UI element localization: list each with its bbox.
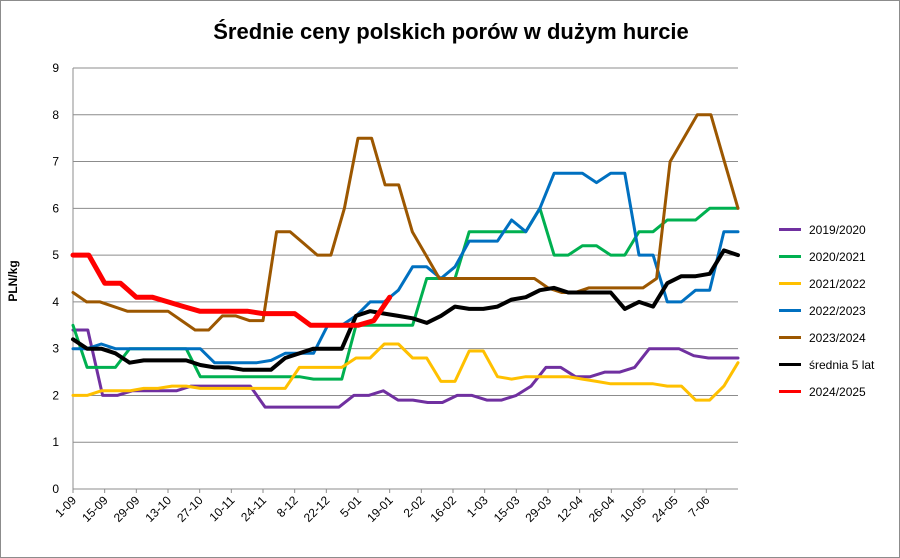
legend-label: 2022/2023: [809, 303, 866, 318]
x-tick-label: 27-10: [174, 493, 206, 525]
x-tick-label: 22-12: [301, 493, 333, 525]
x-tick-label: 15-03: [491, 493, 523, 525]
y-tick-label: 6: [52, 201, 59, 215]
y-tick-label: 2: [52, 388, 59, 402]
legend-item: 2020/2021: [779, 243, 874, 270]
x-tick-label: 10-11: [206, 493, 237, 524]
legend-label: 2021/2022: [809, 276, 866, 291]
legend-swatch: [779, 228, 801, 231]
x-tick-label: 26-04: [586, 493, 618, 525]
x-tick-label: 19-01: [364, 493, 396, 525]
y-tick-label: 5: [52, 248, 59, 262]
y-tick-label: 7: [52, 155, 59, 169]
legend-swatch: [779, 363, 801, 366]
legend-label: 2023/2024: [809, 330, 866, 345]
x-tick-label: 1-03: [464, 493, 491, 520]
x-tick-label: 29-03: [523, 493, 555, 525]
y-tick-label: 4: [52, 295, 59, 309]
series-line: [71, 206, 740, 381]
legend-swatch: [779, 309, 801, 312]
x-tick-label: 12-04: [554, 493, 586, 525]
legend-swatch: [779, 255, 801, 258]
x-tick-label: 8-12: [274, 493, 301, 520]
chart-title: Średnie ceny polskich porów w dużym hurc…: [213, 19, 689, 44]
x-tick-label: 24-05: [649, 493, 681, 525]
x-tick-label: 10-05: [618, 493, 650, 525]
x-tick-label: 15-09: [79, 493, 111, 525]
legend-item: 2021/2022: [779, 270, 874, 297]
x-tick-label: 7-06: [686, 493, 713, 520]
legend-item: 2023/2024: [779, 324, 874, 351]
x-tick-label: 2-02: [401, 493, 428, 520]
x-tick-label: 24-11: [238, 493, 269, 524]
x-tick-label: 13-10: [143, 493, 175, 525]
legend-item: 2022/2023: [779, 297, 874, 324]
legend-label: 2020/2021: [809, 249, 866, 264]
y-tick-label: 9: [52, 61, 59, 75]
legend-label: 2019/2020: [809, 222, 866, 237]
y-tick-label: 0: [52, 482, 59, 496]
series-line: [71, 113, 740, 332]
x-tick-label: 1-09: [52, 493, 79, 520]
series-line: [70, 252, 393, 328]
x-tick-label: 16-02: [428, 493, 460, 525]
y-tick-label: 1: [52, 435, 59, 449]
x-tick-label: 29-09: [111, 493, 143, 525]
legend-swatch: [779, 390, 801, 393]
series-line: [71, 328, 740, 409]
series-line: [71, 342, 740, 402]
y-tick-label: 8: [52, 108, 59, 122]
legend-label: 2024/2025: [809, 384, 866, 399]
y-tick-label: 3: [52, 342, 59, 356]
x-tick-label: 5-01: [337, 493, 364, 520]
legend-swatch: [779, 336, 801, 339]
legend-item: 2019/2020: [779, 216, 874, 243]
series-line: [71, 248, 740, 372]
legend-item: 2024/2025: [779, 378, 874, 405]
series-line: [71, 171, 740, 365]
legend-label: średnia 5 lat: [809, 357, 875, 372]
legend-swatch: [779, 282, 801, 285]
legend: 2019/2020 2020/2021 2021/2022 2022/2023 2023…: [779, 216, 874, 405]
legend-item: średnia 5 lat: [779, 351, 874, 378]
